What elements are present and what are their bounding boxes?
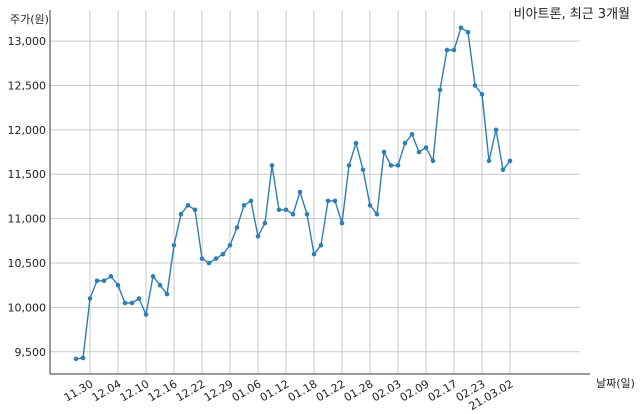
y-tick-label: 13,000 [8,35,47,48]
data-point [451,47,457,53]
data-point [129,300,135,306]
data-point [171,242,177,248]
y-tick-label: 12,500 [8,79,47,92]
x-tick-label: 01.06 [230,377,264,404]
data-point [248,198,254,204]
x-tick-labels: 11.3012.0412.1012.1612.2212.2901.0601.12… [62,377,516,413]
data-point [465,29,471,35]
data-point [192,207,198,213]
data-point [318,242,324,248]
data-point [255,234,261,239]
x-tick-label: 02.03 [370,377,404,404]
data-point [164,291,170,297]
series [73,25,513,362]
data-point [409,131,415,137]
chart-title: 비아트론, 최근 3개월 [514,7,630,22]
data-point [73,356,79,362]
data-point [185,203,191,208]
data-point [241,203,247,208]
x-tick-label: 02.17 [426,377,460,404]
data-point [227,242,233,248]
data-point [80,355,86,361]
data-point [437,87,443,93]
x-tick-label: 01.18 [286,377,320,404]
data-point [311,251,317,257]
data-point [374,211,380,217]
data-point [493,127,499,133]
data-point [507,158,513,164]
x-tick-label: 12.29 [202,377,236,404]
data-point [472,83,478,88]
data-point [283,207,289,213]
data-point [290,211,296,217]
data-point [108,274,114,279]
x-tick-label: 02.09 [398,377,432,404]
data-point [220,251,226,257]
data-point [381,149,387,155]
y-tick-label: 9,500 [15,346,47,359]
data-point [206,260,212,266]
y-tick-label: 12,000 [8,124,47,137]
y-axis-label: 주가(원) [10,13,49,26]
grid-lines [50,10,580,374]
data-point [213,256,219,261]
y-tick-labels: 9,500 10,000 10,500 11,000 11,500 12,000 12,50… [8,35,47,359]
y-tick-label: 10,000 [8,301,47,314]
data-point [234,225,240,230]
data-point [332,198,338,204]
data-point [122,300,128,306]
axes [49,10,590,375]
data-point [402,140,408,146]
data-point [94,278,100,284]
data-point [430,158,436,164]
data-point [101,278,107,284]
data-point [458,25,464,31]
x-tick-label: 12.16 [146,377,180,404]
data-point [297,189,303,195]
data-point [353,140,359,146]
y-tick-label: 11,500 [8,168,47,181]
data-point [269,163,275,168]
price-line [75,26,511,360]
data-point [143,312,149,317]
x-tick-label: 01.28 [342,377,376,404]
data-point [339,220,345,226]
x-tick-label: 01.22 [314,377,348,404]
x-axis-label: 날짜(일) [596,376,635,390]
data-point [416,149,422,155]
data-point [367,203,373,208]
data-point [276,207,282,213]
data-point [500,167,506,173]
data-point [325,198,331,204]
data-point [346,163,352,168]
y-tick-label: 10,500 [8,257,47,270]
data-point [136,296,142,301]
x-tick-label: 11.30 [62,377,96,404]
y-tick-label: 11,000 [8,213,47,226]
data-point [115,282,121,288]
data-point [395,163,401,168]
x-tick-label: 12.22 [174,377,208,404]
data-point [150,274,156,279]
data-point [486,158,492,164]
data-point [199,256,205,261]
data-point [444,47,450,53]
x-tick-label: 12.04 [90,377,124,404]
data-point [178,211,184,217]
x-tick-label: 01.12 [258,377,292,404]
data-point [87,296,93,301]
data-point [388,163,394,168]
data-point [157,282,163,288]
x-tick-label: 12.10 [118,377,152,404]
data-point [262,220,268,226]
data-point [479,92,485,97]
data-point [423,145,429,150]
data-point [360,167,366,173]
data-point [304,211,310,217]
